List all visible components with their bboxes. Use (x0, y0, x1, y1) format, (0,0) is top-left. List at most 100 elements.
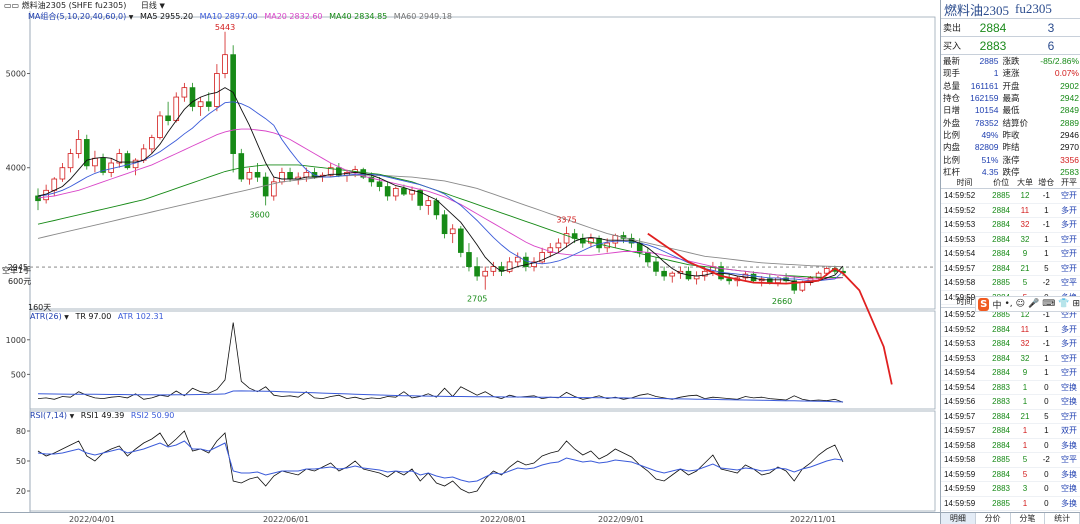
ime-keyboard-icon[interactable]: ⌨ (1042, 299, 1056, 309)
tab-stats[interactable]: 统计 (1045, 513, 1080, 524)
tick-row[interactable]: 14:59:52 2884 11 1 多开 (941, 322, 1080, 337)
tick-row[interactable]: 14:59:53 2884 32 1 空开 (941, 351, 1080, 366)
ime-logo-icon[interactable]: S (978, 297, 990, 311)
tick-type: 空开 (1056, 409, 1080, 424)
tick-row[interactable]: 14:59:59 2885 1 0 多换 (941, 496, 1080, 511)
ime-skin-icon[interactable]: 👕 (1058, 299, 1070, 309)
candle-body (100, 157, 106, 173)
ask-row[interactable]: 卖出 2884 3 (941, 19, 1080, 37)
tick-time: 14:59:53 (941, 336, 988, 352)
candle-body (116, 153, 123, 164)
tick-oi: 5 (1035, 261, 1057, 276)
tick-header-size: 大单 (1014, 177, 1036, 189)
tick-size: 3 (1014, 481, 1036, 497)
tick-time: 14:59:52 (941, 322, 988, 337)
tick-row[interactable]: 14:59:54 2884 9 1 空开 (941, 365, 1080, 381)
quote-stat-row: 持仓 162159 最高 2942 (941, 92, 1080, 104)
tick-type: 空开 (1056, 261, 1080, 276)
x-tick-label: 2022/04/01 (68, 515, 116, 524)
ma-legend: MA组合(5,10,20,40,60,0) ▼ MA5 2955.20 MA10… (28, 11, 452, 22)
ime-menu-icon[interactable]: ⊞ (1072, 299, 1080, 309)
tick-oi: 0 (1035, 394, 1057, 410)
tick-row[interactable]: 14:59:54 2884 9 1 空开 (941, 246, 1080, 262)
candle-body (35, 195, 41, 202)
tick-time: 14:59:57 (941, 409, 988, 424)
tick-oi: -1 (1035, 336, 1057, 352)
tick-row[interactable]: 14:59:57 2884 1 1 双开 (941, 423, 1080, 439)
tab-detail[interactable]: 明细 (941, 513, 976, 524)
atr-title[interactable]: ATR(26) (30, 312, 62, 321)
candle-body (539, 252, 545, 263)
tab-price[interactable]: 分价 (976, 513, 1011, 524)
quote-panel: 燃料油2305 fu2305 卖出 2884 3 买入 2883 6 最新 288… (940, 0, 1080, 524)
chevron-down-icon[interactable]: ▼ (69, 413, 75, 420)
chevron-down-icon[interactable]: ▼ (64, 314, 69, 321)
tick-size: 5 (1014, 467, 1036, 482)
y-tick-label: 4000 (6, 164, 26, 173)
period-selector[interactable]: 日线 (140, 1, 157, 10)
tick-row[interactable]: 14:59:52 2884 11 1 多开 (941, 203, 1080, 218)
tick-price: 2885 (987, 452, 1015, 468)
tick-row[interactable]: 14:59:56 2883 1 0 空换 (941, 394, 1080, 410)
bid-price[interactable]: 2883 (979, 38, 1007, 53)
quote-stat-row: 比例 51% 涨停 3356 (941, 153, 1080, 165)
candle-body (230, 54, 236, 154)
candle-body (270, 181, 277, 197)
candle-body (653, 261, 659, 272)
ime-punct-icon[interactable]: •, (1004, 299, 1013, 309)
tick-row[interactable]: 14:59:54 2883 1 0 空换 (941, 380, 1080, 395)
tick-size: 12 (1014, 188, 1036, 204)
tick-time: 14:59:57 (941, 423, 988, 439)
tick-type: 空平 (1056, 275, 1080, 291)
ime-mic-icon[interactable]: 🎤 (1028, 299, 1040, 309)
tick-row[interactable]: 14:59:53 2884 32 1 空开 (941, 232, 1080, 247)
tick-time: 14:59:57 (941, 261, 988, 276)
ime-emoji-icon[interactable]: ☺ (1015, 299, 1026, 309)
tick-row[interactable]: 14:59:59 2883 3 0 空换 (941, 481, 1080, 497)
tick-row[interactable]: 14:59:57 2884 21 5 空开 (941, 261, 1080, 276)
ime-toolbar[interactable]: S 中 •, ☺ 🎤 ⌨ 👕 ⊞ (975, 296, 1080, 312)
tick-size: 1 (1014, 438, 1036, 453)
panel-frame (29, 310, 936, 410)
tick-oi: 1 (1035, 203, 1057, 218)
tab-trades[interactable]: 分笔 (1011, 513, 1046, 524)
stat-label: 内盘 (943, 142, 961, 153)
ma-group-label[interactable]: MA组合(5,10,20,40,60,0) (28, 12, 127, 21)
ask-price[interactable]: 2884 (979, 20, 1007, 35)
bid-row[interactable]: 买入 2883 6 (941, 37, 1080, 55)
menu-icon[interactable]: ▭▭ (4, 1, 20, 10)
tick-price: 2885 (987, 188, 1015, 204)
tick-row[interactable]: 14:59:58 2885 5 -2 空平 (941, 452, 1080, 468)
stat-label: 杠杆 (943, 166, 961, 177)
chart-titlebar: ▭▭ 燃料油2305 (SHFE fu2305) 日线 ▼ (0, 0, 940, 11)
tick-price: 2884 (987, 409, 1015, 424)
candle-body (279, 172, 285, 183)
tick-row[interactable]: 14:59:58 2885 5 -2 空平 (941, 275, 1080, 291)
quote-stats-table: 最新 2885 涨跌 -85/2.86% 现手 1 速涨 0.07% 总量 161161 开盘 290… (941, 55, 1080, 178)
candle-body (514, 256, 521, 263)
tick-size: 11 (1014, 322, 1036, 337)
tr-label: TR 97.00 (75, 312, 112, 321)
tick-row[interactable]: 14:59:58 2884 1 0 多换 (941, 438, 1080, 453)
ime-chinese-mode[interactable]: 中 (992, 300, 1002, 311)
tick-type: 多开 (1056, 322, 1080, 337)
tick-row[interactable]: 14:59:53 2884 32 -1 多开 (941, 217, 1080, 233)
stat-value: 49% (981, 129, 999, 140)
chevron-down-icon[interactable]: ▼ (128, 14, 134, 21)
tick-time: 14:59:59 (941, 467, 988, 482)
tick-row[interactable]: 14:59:57 2884 21 5 空开 (941, 409, 1080, 424)
candle-body (165, 115, 171, 122)
tick-oi: 1 (1035, 423, 1057, 439)
tick-size: 32 (1014, 232, 1036, 247)
tick-time: 14:59:53 (941, 351, 988, 366)
stat-label: 开盘 (1002, 80, 1020, 91)
tick-price: 2885 (987, 275, 1015, 291)
tick-time: 14:59:56 (941, 394, 988, 410)
tick-row[interactable]: 14:59:53 2884 32 -1 多开 (941, 336, 1080, 352)
chevron-down-icon[interactable]: ▼ (159, 2, 165, 10)
chart-canvas[interactable]: 5000 4000 2945 5443 3600 3375 2705 2660 1000 500 8… (0, 11, 940, 512)
position-label: 空单1手 (2, 266, 32, 275)
tick-row[interactable]: 14:59:52 2885 12 -1 空开 (941, 188, 1080, 204)
rsi-title[interactable]: RSI(7,14) (30, 411, 68, 420)
